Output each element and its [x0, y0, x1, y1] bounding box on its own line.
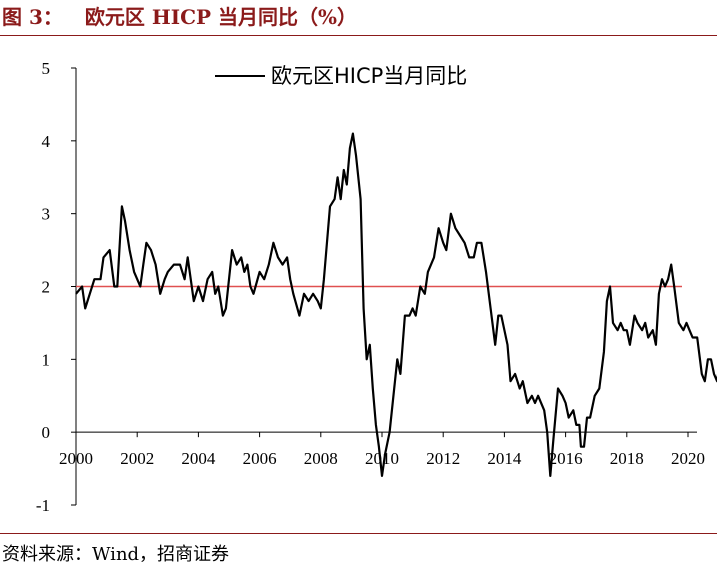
series-line-hicp: [75, 132, 717, 477]
x-tick-label: 2006: [243, 449, 277, 468]
x-tick-label: 2008: [304, 449, 338, 468]
source-note: 资料来源：Wind，招商证券: [2, 544, 230, 565]
bottom-divider: [0, 533, 717, 534]
x-tick-label: 2014: [487, 449, 522, 468]
chart-plot-area: [75, 132, 717, 477]
x-tick-label: 2018: [610, 449, 644, 468]
chart-legend: 欧元区HICP当月同比: [215, 64, 467, 88]
top-divider: [0, 35, 717, 36]
y-tick-label: 2: [42, 278, 51, 297]
y-tick-label: -1: [36, 496, 50, 515]
x-tick-label: 2002: [120, 449, 154, 468]
y-tick-label: 0: [42, 423, 51, 442]
x-tick-label: 2000: [59, 449, 93, 468]
chart-axes: -1 0 1 2 3 4 5 2000 2002 2004 2006 2008 2010 2012 2014…: [36, 59, 705, 515]
legend-label: 欧元区HICP当月同比: [271, 64, 467, 88]
figure-number: 图 3：: [2, 5, 63, 29]
x-tick-label: 2010: [365, 449, 399, 468]
y-tick-label: 5: [42, 59, 51, 78]
y-tick-label: 4: [42, 132, 51, 151]
x-tick-label: 2012: [426, 449, 460, 468]
x-tick-label: 2004: [181, 449, 216, 468]
x-tick-label: 2016: [549, 449, 583, 468]
y-tick-label: 3: [42, 205, 51, 224]
figure-title-text: 欧元区 HICP 当月同比（%）: [84, 5, 358, 29]
y-tick-label: 1: [42, 350, 51, 369]
figure-title: 图 3： 欧元区 HICP 当月同比（%）: [2, 2, 357, 32]
x-tick-label: 2020: [671, 449, 705, 468]
